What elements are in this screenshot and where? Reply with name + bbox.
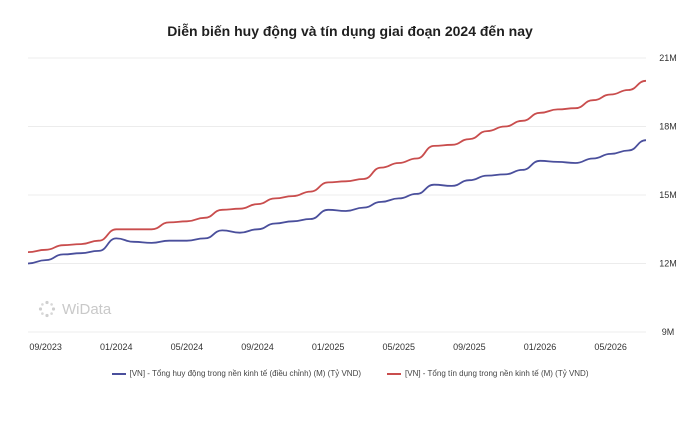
- x-tick-label: 09/2023: [29, 342, 62, 352]
- x-tick-label: 01/2024: [100, 342, 133, 352]
- legend-item-huy-dong[interactable]: [VN] - Tổng huy động trong nền kinh tế (…: [111, 369, 362, 378]
- watermark: WiData: [38, 300, 111, 318]
- widata-logo-icon: [38, 300, 56, 318]
- legend-label-huy-dong: [VN] - Tổng huy động trong nền kinh tế (…: [129, 369, 362, 378]
- series-line-0[interactable]: [27, 139, 647, 265]
- x-tick-label: 05/2025: [383, 342, 416, 352]
- chart-legend: [VN] - Tổng huy động trong nền kinh tế (…: [0, 369, 700, 378]
- watermark-text: WiData: [62, 300, 112, 318]
- y-tick-label: 18M: [659, 122, 677, 132]
- y-tick-label: 15M: [659, 190, 677, 200]
- chart-title: Diễn biến huy động và tín dụng giai đoạn…: [167, 23, 533, 39]
- x-tick-label: 09/2025: [453, 342, 486, 352]
- legend-label-tin-dung: [VN] - Tổng tín dụng trong nền kinh tế (…: [405, 369, 589, 378]
- y-tick-label: 21M: [659, 53, 677, 63]
- y-tick-label: 12M: [659, 259, 677, 269]
- y-axis-ticks: 21M 18M 15M 12M 9M: [659, 53, 677, 337]
- legend-swatch-tin-dung: [387, 372, 402, 375]
- x-tick-label: 05/2026: [594, 342, 627, 352]
- legend-swatch-huy-dong: [111, 372, 126, 375]
- legend-item-tin-dung[interactable]: [VN] - Tổng tín dụng trong nền kinh tế (…: [387, 369, 589, 378]
- series-layer: [27, 79, 647, 265]
- x-tick-label: 05/2024: [171, 342, 204, 352]
- x-axis-ticks: 09/2023 01/2024 05/2024 09/2024 01/2025 05/20…: [29, 342, 627, 352]
- x-tick-label: 09/2024: [241, 342, 274, 352]
- x-tick-label: 01/2026: [524, 342, 557, 352]
- series-line-1[interactable]: [27, 79, 647, 253]
- x-tick-label: 01/2025: [312, 342, 345, 352]
- grid-lines: [28, 57, 646, 333]
- y-tick-label: 9M: [662, 327, 675, 337]
